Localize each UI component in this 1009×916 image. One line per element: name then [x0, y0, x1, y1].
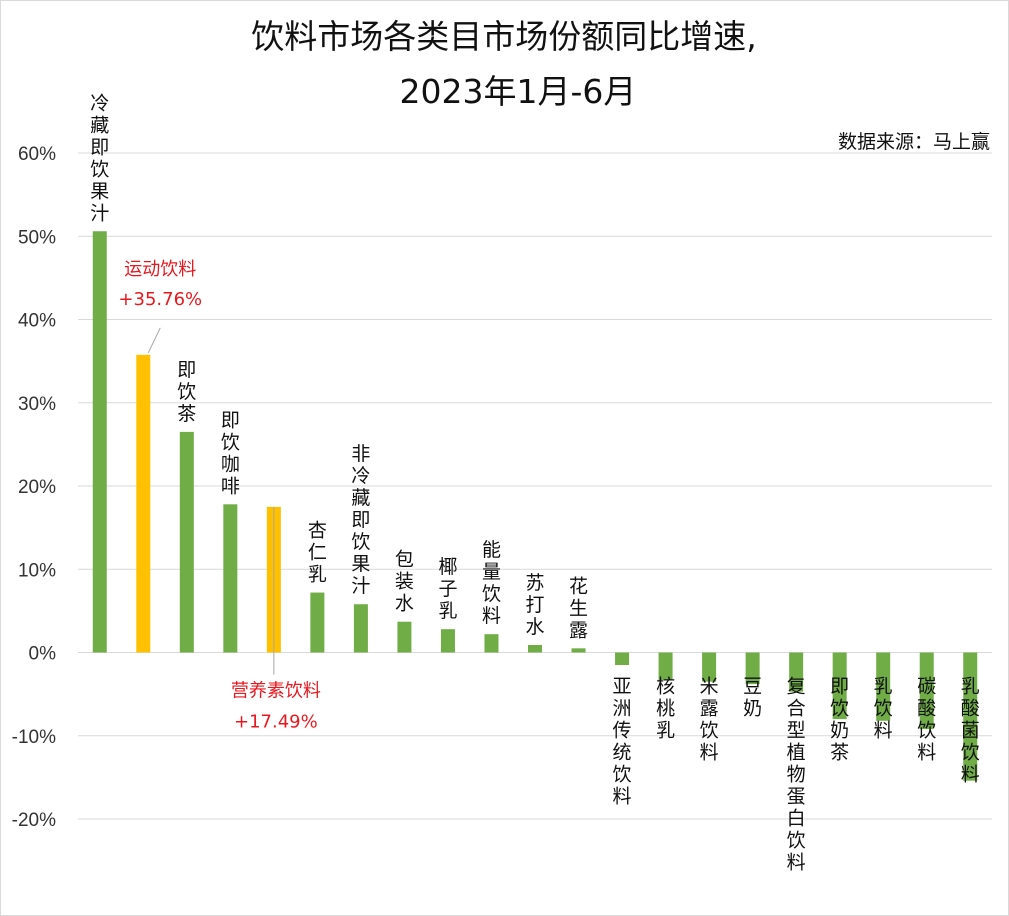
y-tick-label: 60%	[18, 144, 56, 165]
y-tick-label: 30%	[18, 394, 56, 415]
bar	[136, 354, 151, 653]
category-label: 杏仁乳	[308, 520, 327, 586]
chart-title-line-1: 饮料市场各类目市场份额同比增速,	[251, 17, 757, 56]
y-tick-label: -20%	[12, 810, 56, 831]
bar	[702, 652, 717, 682]
bar	[919, 652, 934, 730]
category-label: 花生露	[569, 575, 588, 641]
annotation-value: +17.49%	[234, 712, 318, 733]
annotations: 运动饮料 +35.76% 营养素饮料 +17.49%	[118, 259, 320, 733]
y-tick-label: 50%	[18, 227, 56, 248]
bar	[658, 652, 673, 680]
category-label: 核桃乳	[656, 676, 675, 742]
bar	[615, 652, 630, 665]
category-label: 冷藏即饮果汁	[90, 92, 109, 224]
bar	[484, 634, 499, 653]
y-tick-label: 10%	[18, 560, 56, 581]
annotation-label: 运动饮料	[124, 259, 196, 280]
annotation-value: +35.76%	[118, 289, 202, 310]
bar	[876, 652, 891, 721]
annotation: 营养素饮料 +17.49%	[231, 506, 321, 733]
category-label: 能量饮料	[482, 539, 501, 627]
bar	[310, 592, 325, 653]
bar	[745, 652, 760, 685]
bar	[832, 652, 847, 720]
category-label: 亚洲传统饮料	[613, 676, 632, 808]
category-labels: 冷藏即饮果汁即饮茶即饮咖啡杏仁乳 非冷藏即饮果汁包装水 椰子乳 能量饮料 苏打水 花生露亚…	[90, 92, 979, 873]
bar	[92, 231, 107, 653]
annotation-leader-line	[147, 327, 161, 354]
category-label: 豆奶	[743, 676, 762, 720]
category-label: 复合型植物蛋白饮料	[787, 676, 806, 874]
chart-title-line-2: 2023年1月-6月	[400, 72, 637, 111]
bar	[528, 645, 542, 653]
y-tick-label: 0%	[29, 644, 57, 665]
category-label: 包装水	[395, 549, 414, 615]
category-label: 即饮奶茶	[830, 676, 849, 764]
annotation: 运动饮料 +35.76%	[118, 259, 202, 354]
category-label: 椰子乳	[438, 556, 457, 622]
category-label: 米露饮料	[700, 676, 719, 764]
y-tick-label: 20%	[18, 477, 56, 498]
bar	[571, 648, 586, 653]
y-tick-label: 40%	[18, 311, 56, 332]
bar	[440, 629, 455, 653]
gridlines	[78, 152, 992, 820]
y-tick-label: -10%	[12, 727, 56, 748]
category-label: 苏打水	[525, 572, 544, 638]
category-label: 乳饮料	[874, 676, 893, 742]
category-label: 即饮茶	[177, 359, 196, 425]
category-label: 碳酸饮料	[917, 676, 936, 764]
category-label: 即饮咖啡	[221, 409, 240, 497]
bar	[353, 604, 368, 653]
data-source-note: 数据来源：马上赢	[838, 131, 990, 153]
annotation-label: 营养素饮料	[231, 681, 321, 702]
y-axis-ticks: 60% 50% 40% 30% 20% 10% 0% -10% -20%	[12, 144, 56, 831]
bar	[789, 652, 804, 692]
bar	[963, 652, 978, 781]
bar	[179, 431, 194, 653]
bars	[92, 231, 978, 781]
bar	[397, 621, 412, 653]
category-label: 乳酸菌饮料	[961, 676, 980, 786]
bar	[223, 504, 238, 653]
category-label: 非冷藏即饮果汁	[351, 443, 370, 597]
